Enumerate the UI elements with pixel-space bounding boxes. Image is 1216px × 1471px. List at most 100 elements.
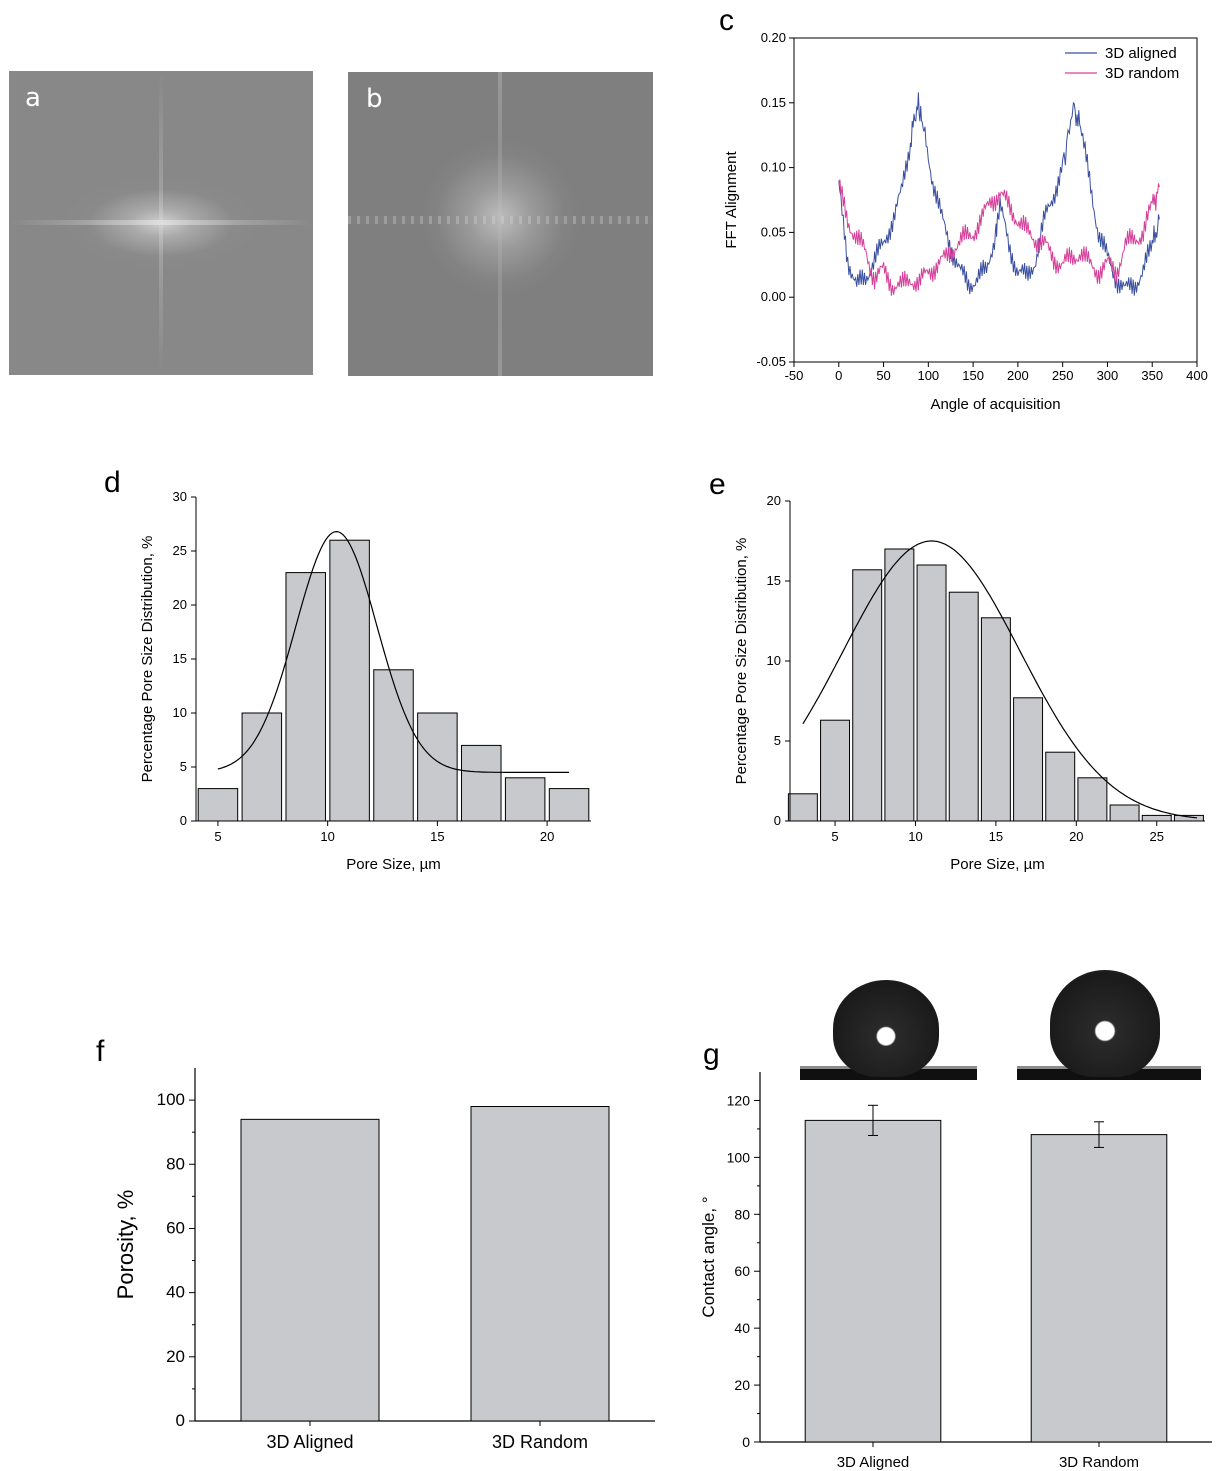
x-category-label: 3D Random xyxy=(1059,1454,1139,1471)
y-tick-label: 0.00 xyxy=(761,289,786,304)
histogram-bar xyxy=(417,712,458,822)
x-tick-label: 200 xyxy=(1007,368,1029,383)
fit-curve xyxy=(802,540,1198,819)
y-axis-label: Percentage Pore Size Distribution, % xyxy=(733,538,750,785)
x-tick-label: 350 xyxy=(1141,368,1163,383)
x-tick-label: 400 xyxy=(1186,368,1208,383)
bar-3d-aligned xyxy=(240,1118,380,1422)
fft-streak-horizontal xyxy=(9,220,313,225)
histogram-bar xyxy=(916,564,947,822)
y-tick-label: 15 xyxy=(767,573,781,588)
y-tick-label: 30 xyxy=(173,489,187,504)
x-tick-label: 10 xyxy=(320,829,334,844)
y-tick-label: 0 xyxy=(176,1411,185,1430)
y-tick-label: 25 xyxy=(173,543,187,558)
y-tick-label: 0.20 xyxy=(761,30,786,45)
histogram-bar xyxy=(1141,814,1172,822)
x-tick-label: 20 xyxy=(540,829,554,844)
y-tick-label: 100 xyxy=(727,1149,751,1165)
x-category-label: 3D Aligned xyxy=(837,1454,910,1471)
x-tick-label: 25 xyxy=(1150,829,1164,844)
x-tick-label: 10 xyxy=(908,829,922,844)
legend-label: 3D random xyxy=(1105,65,1179,82)
panel-c-label: c xyxy=(719,4,734,37)
y-tick-label: 0 xyxy=(180,813,187,828)
x-tick-label: 250 xyxy=(1052,368,1074,383)
panel-b-label: b xyxy=(366,84,383,114)
y-tick-label: 40 xyxy=(166,1283,185,1302)
bar-3d-random xyxy=(1030,1134,1168,1443)
y-axis-label: Porosity, % xyxy=(113,1190,138,1300)
y-tick-label: 20 xyxy=(767,493,781,508)
x-tick-label: 5 xyxy=(831,829,838,844)
x-tick-label: 100 xyxy=(917,368,939,383)
x-tick-label: 0 xyxy=(835,368,842,383)
x-category-label: 3D Aligned xyxy=(266,1432,353,1452)
series-line-aligned xyxy=(838,92,1160,296)
y-tick-label: 20 xyxy=(166,1347,185,1366)
y-tick-label: 100 xyxy=(157,1090,185,1109)
droplet-photo-random-drop xyxy=(1050,970,1160,1077)
droplet-photo-aligned-drop xyxy=(833,980,939,1077)
fft-image-aligned: a xyxy=(9,71,313,375)
y-axis-label: FFT Alignment xyxy=(723,151,740,249)
x-tick-label: 15 xyxy=(989,829,1003,844)
x-axis-label: Pore Size, µm xyxy=(950,856,1045,873)
histogram-bar xyxy=(852,569,883,822)
histogram-bar xyxy=(373,669,414,822)
panel-d-label: d xyxy=(104,466,121,499)
panel-e-label: e xyxy=(709,468,726,501)
y-tick-label: 20 xyxy=(173,597,187,612)
panel-g-label: g xyxy=(703,1038,720,1071)
y-tick-label: 20 xyxy=(734,1377,750,1393)
bar-3d-aligned xyxy=(804,1119,942,1443)
y-axis-label: Percentage Pore Size Distribution, % xyxy=(139,536,156,783)
x-category-label: 3D Random xyxy=(492,1432,588,1452)
histogram-bar xyxy=(820,719,851,822)
y-tick-label: 0.10 xyxy=(761,160,786,175)
y-tick-label: 80 xyxy=(734,1206,750,1222)
x-tick-label: 50 xyxy=(876,368,890,383)
y-tick-label: 0.15 xyxy=(761,95,786,110)
x-axis-label: Pore Size, µm xyxy=(346,856,441,873)
y-tick-label: 40 xyxy=(734,1320,750,1336)
x-axis-label: Angle of acquisition xyxy=(930,396,1060,413)
y-tick-label: 0.05 xyxy=(761,224,786,239)
histogram-bar xyxy=(1045,751,1076,822)
histogram-bar xyxy=(461,744,502,822)
y-tick-label: 60 xyxy=(734,1263,750,1279)
fft-streak-vertical xyxy=(159,71,163,375)
y-tick-label: 15 xyxy=(173,651,187,666)
y-axis-label: Contact angle, ° xyxy=(699,1196,718,1317)
histogram-bar xyxy=(1173,814,1204,822)
y-tick-label: 10 xyxy=(767,653,781,668)
panel-f-label: f xyxy=(96,1035,105,1068)
histogram-bar xyxy=(980,617,1011,822)
x-tick-label: -50 xyxy=(785,368,804,383)
x-tick-label: 20 xyxy=(1069,829,1083,844)
bar-3d-random xyxy=(470,1106,610,1422)
x-tick-label: 5 xyxy=(214,829,221,844)
legend-label: 3D aligned xyxy=(1105,45,1177,62)
fft-image-random: b xyxy=(348,72,653,376)
y-tick-label: 5 xyxy=(774,733,781,748)
series-line-random xyxy=(838,179,1160,296)
histogram-bar xyxy=(1013,697,1044,822)
y-tick-label: 5 xyxy=(180,759,187,774)
histogram-bar xyxy=(504,777,546,822)
panel-a-label: a xyxy=(25,83,41,113)
fft-streak-vertical xyxy=(498,72,502,376)
histogram-bar xyxy=(884,548,915,822)
histogram-bar xyxy=(787,793,818,822)
y-tick-label: 120 xyxy=(727,1092,751,1108)
fit-curve xyxy=(217,530,570,774)
histogram-bar xyxy=(241,712,283,822)
y-tick-label: 0 xyxy=(774,813,781,828)
y-tick-label: 80 xyxy=(166,1154,185,1173)
histogram-bar xyxy=(948,591,979,822)
plot-frame xyxy=(793,37,1198,363)
histogram-bar xyxy=(548,788,590,822)
histogram-bar xyxy=(285,572,326,822)
